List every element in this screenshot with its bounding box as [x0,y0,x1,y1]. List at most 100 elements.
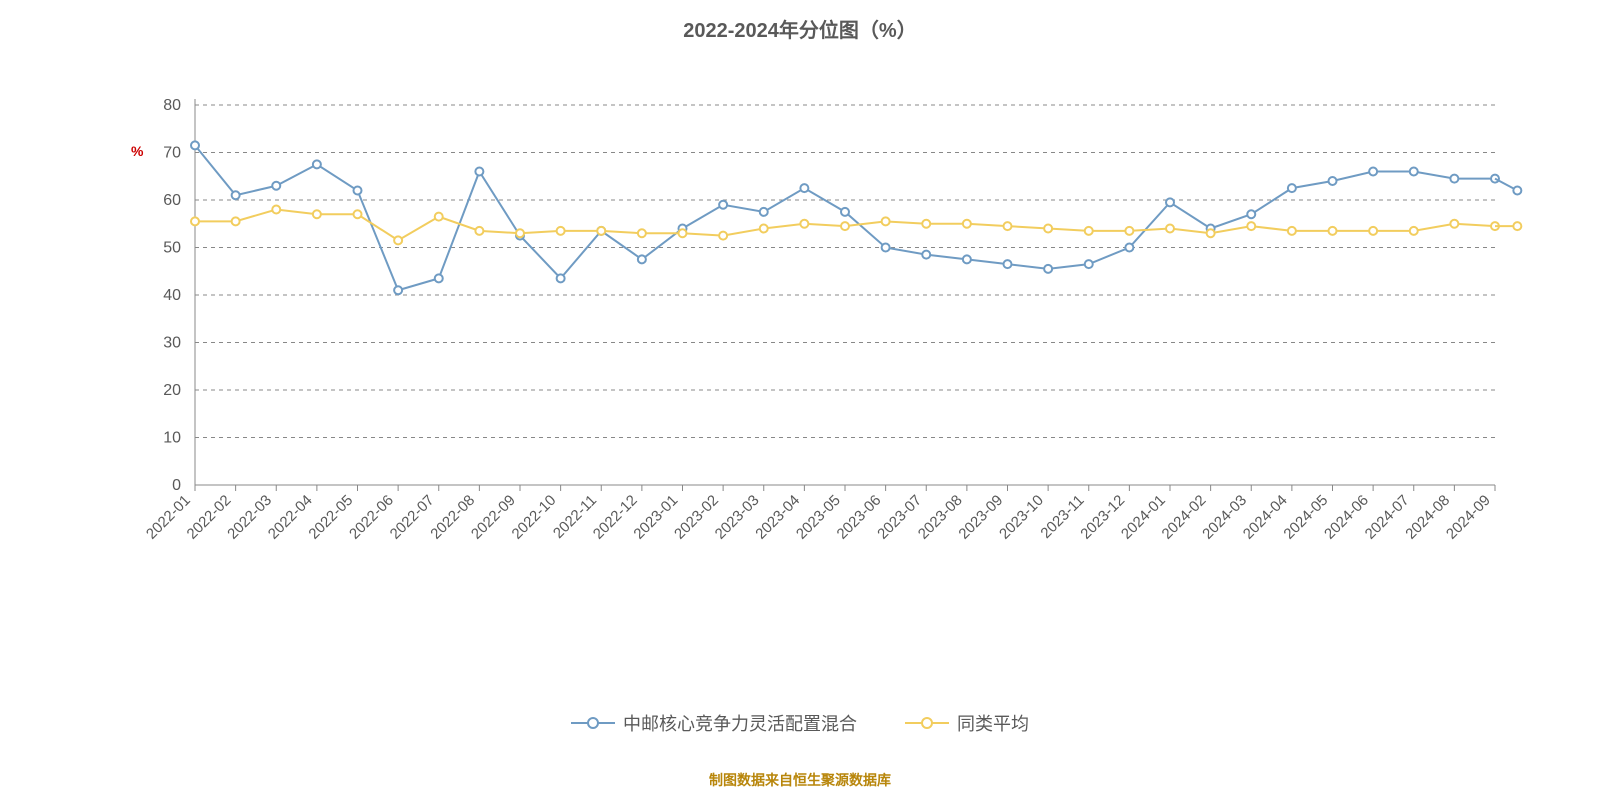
series-marker-1 [1085,227,1093,235]
series-marker-1 [1369,227,1377,235]
chart-title: 2022-2024年分位图（%） [0,14,1600,43]
x-tick-label: 2023-05 [793,492,844,543]
x-tick-label: 2023-01 [630,492,681,543]
x-tick-label: 2022-02 [183,492,234,543]
series-marker-0 [354,187,362,195]
series-marker-1 [963,220,971,228]
x-tick-label: 2023-08 [915,492,966,543]
x-tick-label: 2023-10 [996,492,1047,543]
x-tick-label: 2024-08 [1402,492,1453,543]
series-marker-0 [882,244,890,252]
y-tick-label: 70 [163,145,181,162]
y-tick-label: 20 [163,382,181,399]
chart-canvas: 010203040506070802022-012022-022022-0320… [0,0,1600,800]
x-tick-label: 2023-12 [1077,492,1128,543]
series-marker-0 [191,141,199,149]
x-tick-label: 2023-02 [671,492,722,543]
series-marker-1 [354,210,362,218]
x-tick-label: 2022-09 [468,492,519,543]
series-line-0 [195,145,1495,290]
x-tick-label: 2023-07 [874,492,925,543]
series-marker-1 [1207,229,1215,237]
series-marker-1 [475,227,483,235]
series-marker-1 [516,229,524,237]
x-tick-label: 2024-02 [1158,492,1209,543]
series-marker-1 [1004,222,1012,230]
series-marker-1 [313,210,321,218]
legend-label: 中邮核心竞争力灵活配置混合 [623,710,857,736]
x-tick-label: 2024-09 [1443,492,1494,543]
series-marker-0 [1044,265,1052,273]
x-tick-label: 2022-10 [508,492,559,543]
y-tick-label: 50 [163,240,181,257]
series-marker-0 [394,286,402,294]
series-marker-1 [922,220,930,228]
x-tick-label: 2023-04 [752,492,803,543]
y-tick-label: 80 [163,97,181,114]
series-marker-0 [1288,184,1296,192]
series-marker-1 [760,225,768,233]
legend-swatch-icon [905,716,949,730]
series-marker-0 [1125,244,1133,252]
series-marker-1 [1410,227,1418,235]
series-marker-1 [1125,227,1133,235]
series-marker-0 [922,251,930,259]
y-tick-label: 40 [163,287,181,304]
series-marker-0 [1004,260,1012,268]
y-tick-label: 30 [163,335,181,352]
y-tick-label: 10 [163,430,181,447]
x-tick-label: 2024-03 [1199,492,1250,543]
series-marker-1 [679,229,687,237]
series-marker-1 [800,220,808,228]
series-marker-1 [1450,220,1458,228]
x-tick-label: 2024-06 [1321,492,1372,543]
x-tick-label: 2022-08 [427,492,478,543]
x-tick-label: 2022-01 [143,492,194,543]
series-marker-1 [1329,227,1337,235]
x-tick-label: 2022-07 [387,492,438,543]
series-marker-1 [1288,227,1296,235]
series-marker-1 [272,206,280,214]
y-tick-label: 0 [172,477,181,494]
series-marker-1 [435,213,443,221]
series-marker-0 [963,255,971,263]
series-marker-1 [638,229,646,237]
series-marker-1 [1044,225,1052,233]
x-tick-label: 2024-05 [1280,492,1331,543]
x-tick-label: 2022-04 [265,492,316,543]
x-tick-label: 2023-09 [955,492,1006,543]
x-tick-label: 2022-05 [305,492,356,543]
series-marker-0 [557,274,565,282]
series-marker-0 [1450,175,1458,183]
x-tick-label: 2024-07 [1362,492,1413,543]
x-tick-label: 2022-06 [346,492,397,543]
series-marker-1 [1166,225,1174,233]
series-marker-0 [841,208,849,216]
chart-legend: 中邮核心竞争力灵活配置混合 同类平均 [0,710,1600,736]
x-tick-label: 2023-06 [833,492,884,543]
series-marker-1 [232,217,240,225]
series-marker-0 [1369,168,1377,176]
series-marker-1 [841,222,849,230]
chart-footer: 制图数据来自恒生聚源数据库 [0,770,1600,790]
series-marker-0 [1329,177,1337,185]
series-marker-0 [760,208,768,216]
series-marker-1 [557,227,565,235]
x-tick-label: 2024-04 [1240,492,1291,543]
series-marker-0 [719,201,727,209]
series-marker-1 [191,217,199,225]
x-tick-label: 2022-03 [224,492,275,543]
percentile-chart: 2022-2024年分位图（%） % 010203040506070802022… [0,0,1600,800]
series-marker-0 [475,168,483,176]
series-marker-0 [313,160,321,168]
legend-item-1: 同类平均 [905,710,1029,736]
series-marker-0 [800,184,808,192]
x-tick-label: 2023-03 [712,492,763,543]
series-marker-0 [638,255,646,263]
series-marker-0 [1247,210,1255,218]
series-marker-0 [232,191,240,199]
legend-swatch-icon [571,716,615,730]
legend-item-0: 中邮核心竞争力灵活配置混合 [571,710,857,736]
series-marker-1 [719,232,727,240]
series-marker-1 [394,236,402,244]
